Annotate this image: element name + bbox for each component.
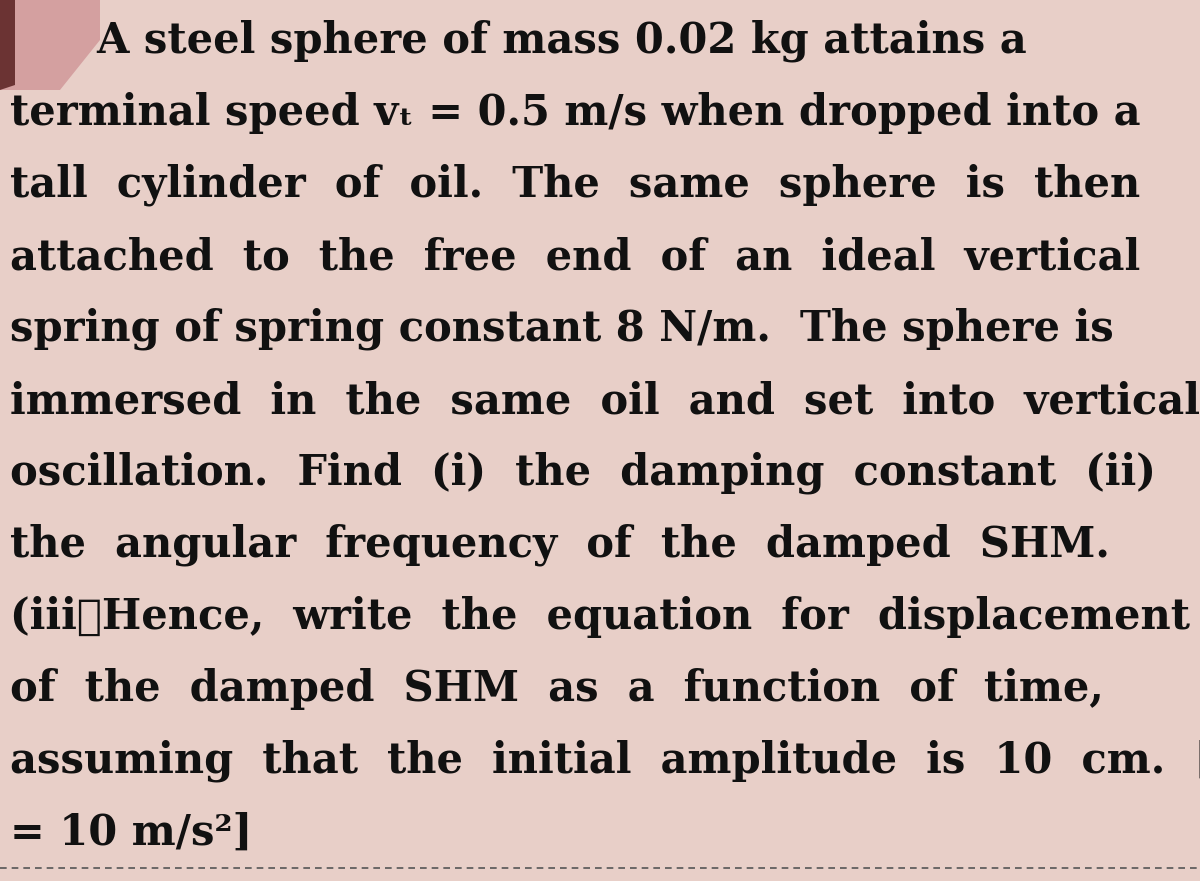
Text: the  angular  frequency  of  the  damped  SHM.: the angular frequency of the damped SHM. <box>10 524 1110 566</box>
Text: assuming  that  the  initial  amplitude  is  10  cm.  [g: assuming that the initial amplitude is 1… <box>10 740 1200 782</box>
Text: = 10 m/s²]: = 10 m/s²] <box>10 812 252 854</box>
Text: A steel sphere of mass 0.02 kg attains a: A steel sphere of mass 0.02 kg attains a <box>10 20 1027 63</box>
Text: immersed  in  the  same  oil  and  set  into  vertical: immersed in the same oil and set into ve… <box>10 380 1200 422</box>
Text: spring of spring constant 8 N/m.  The sphere is: spring of spring constant 8 N/m. The sph… <box>10 308 1114 351</box>
Text: tall  cylinder  of  oil.  The  same  sphere  is  then: tall cylinder of oil. The same sphere is… <box>10 164 1140 206</box>
Text: (iii⦿Hence,  write  the  equation  for  displacement: (iii⦿Hence, write the equation for displ… <box>10 596 1190 638</box>
Text: attached  to  the  free  end  of  an  ideal  vertical: attached to the free end of an ideal ver… <box>10 236 1140 278</box>
Text: of  the  damped  SHM  as  a  function  of  time,: of the damped SHM as a function of time, <box>10 668 1104 710</box>
Polygon shape <box>0 0 14 90</box>
Text: terminal speed vₜ = 0.5 m/s when dropped into a: terminal speed vₜ = 0.5 m/s when dropped… <box>10 92 1141 134</box>
Polygon shape <box>0 0 100 90</box>
Text: oscillation.  Find  (i)  the  damping  constant  (ii): oscillation. Find (i) the damping consta… <box>10 452 1156 494</box>
